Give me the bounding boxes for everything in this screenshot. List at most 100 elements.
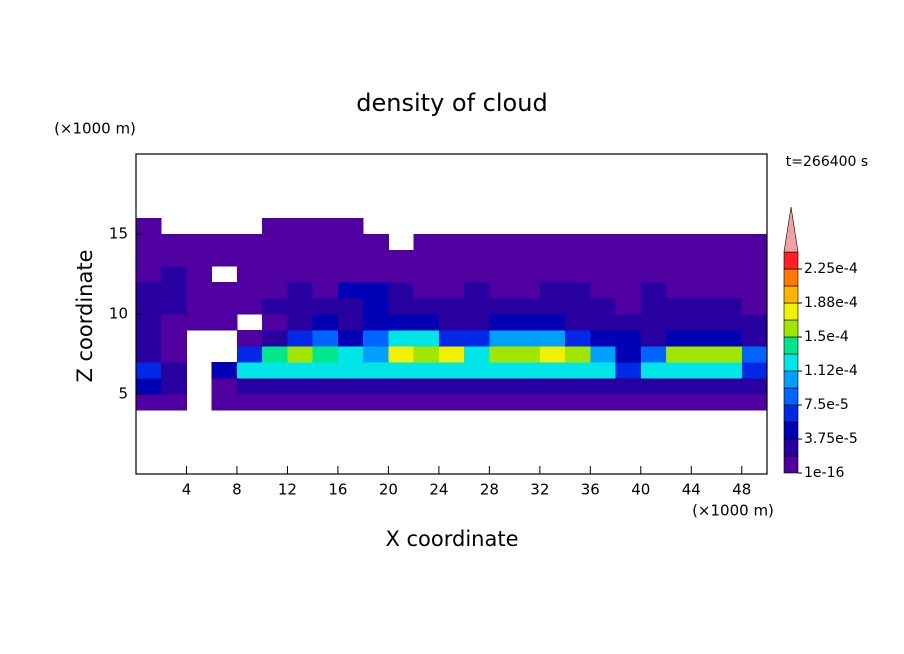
contour-cell	[615, 394, 642, 411]
contour-cell	[186, 266, 213, 283]
contour-cell	[514, 362, 541, 379]
y-tick-label: 10	[109, 305, 128, 323]
contour-cell	[590, 346, 617, 363]
contour-cell	[211, 394, 238, 411]
contour-cell	[565, 266, 591, 283]
contour-cell	[388, 298, 415, 315]
y-tick-label: 15	[109, 225, 128, 243]
contour-cell	[337, 266, 364, 283]
contour-cell	[337, 346, 364, 363]
contour-cell	[590, 266, 617, 283]
colorbar-label: 1.5e-4	[804, 329, 849, 345]
contour-cell	[539, 362, 566, 379]
contour-cell	[287, 298, 314, 315]
contour-cell	[211, 250, 238, 267]
contour-cell	[337, 314, 364, 331]
contour-cell	[691, 378, 718, 395]
contour-cell	[287, 266, 314, 283]
colorbar-bin	[783, 438, 799, 457]
contour-cell	[236, 330, 263, 347]
contour-cell	[312, 378, 339, 395]
contour-cell	[186, 250, 213, 267]
contour-cell	[741, 314, 768, 331]
contour-cell	[438, 394, 465, 411]
x-tick-label: 8	[232, 481, 242, 499]
contour-cell	[741, 394, 768, 411]
colorbar-bin	[783, 370, 799, 389]
contour-cell	[489, 250, 516, 267]
contour-cell	[287, 218, 314, 235]
colorbar-bin	[783, 251, 799, 270]
contour-cell	[539, 234, 566, 251]
contour-cell	[136, 378, 162, 395]
contour-cell	[464, 346, 490, 363]
contour-cell	[615, 346, 642, 363]
contour-cell	[464, 394, 490, 411]
contour-cell	[691, 282, 718, 299]
y-axis-label: Z coordinate	[73, 249, 97, 382]
contour-cell	[236, 346, 263, 363]
x-tick-label: 16	[328, 481, 347, 499]
contour-cell	[388, 282, 415, 299]
colorbar-bin	[783, 404, 799, 423]
contour-cell	[691, 330, 718, 347]
contour-cell	[489, 266, 516, 283]
contour-cell	[413, 362, 440, 379]
contour-cell	[489, 298, 516, 315]
contour-cell	[691, 394, 718, 411]
contour-cell	[615, 330, 642, 347]
contour-cell	[236, 298, 263, 315]
contour-cell	[136, 314, 162, 331]
contour-cell	[666, 298, 692, 315]
contour-cell	[236, 378, 263, 395]
contour-cell	[565, 394, 591, 411]
contour-cell	[666, 266, 692, 283]
contour-cell	[413, 266, 440, 283]
contour-cell	[615, 378, 642, 395]
contour-cell	[640, 266, 667, 283]
contour-cell	[539, 394, 566, 411]
contour-cell	[388, 346, 415, 363]
contour-cell	[438, 314, 465, 331]
contour-cell	[716, 250, 743, 267]
contour-cell	[413, 250, 440, 267]
x-tick-label: 32	[530, 481, 549, 499]
colorbar-bin	[783, 336, 799, 355]
contour-cell	[615, 250, 642, 267]
x-tick-label: 40	[631, 481, 650, 499]
contour-cell	[489, 234, 516, 251]
contour-cell	[337, 234, 364, 251]
contour-cell	[590, 314, 617, 331]
colorbar-label: 1.12e-4	[804, 363, 858, 379]
contour-cell	[236, 282, 263, 299]
contour-cell	[741, 298, 768, 315]
contour-cell	[640, 362, 667, 379]
contour-cell	[464, 250, 490, 267]
contour-cell	[666, 234, 692, 251]
contour-cell	[262, 234, 288, 251]
colorbar-label: 3.75e-5	[804, 431, 858, 447]
contour-cell	[438, 266, 465, 283]
contour-cell	[514, 330, 541, 347]
contour-cell	[438, 250, 465, 267]
contour-cell	[514, 250, 541, 267]
contour-cell	[262, 314, 288, 331]
contour-cell	[590, 330, 617, 347]
contour-cell	[640, 394, 667, 411]
contour-cell	[640, 298, 667, 315]
colorbar-bin	[783, 302, 799, 321]
contour-cell	[211, 314, 238, 331]
contour-cell	[136, 266, 162, 283]
contour-cell	[438, 298, 465, 315]
contour-cell	[262, 218, 288, 235]
contour-cell	[363, 250, 389, 267]
contour-cell	[716, 394, 743, 411]
x-tick-label: 48	[732, 481, 751, 499]
contour-cell	[388, 394, 415, 411]
contour-cell	[337, 218, 364, 235]
contour-cell	[161, 282, 187, 299]
contour-cell	[287, 378, 314, 395]
contour-cell	[640, 346, 667, 363]
contour-cell	[211, 298, 238, 315]
